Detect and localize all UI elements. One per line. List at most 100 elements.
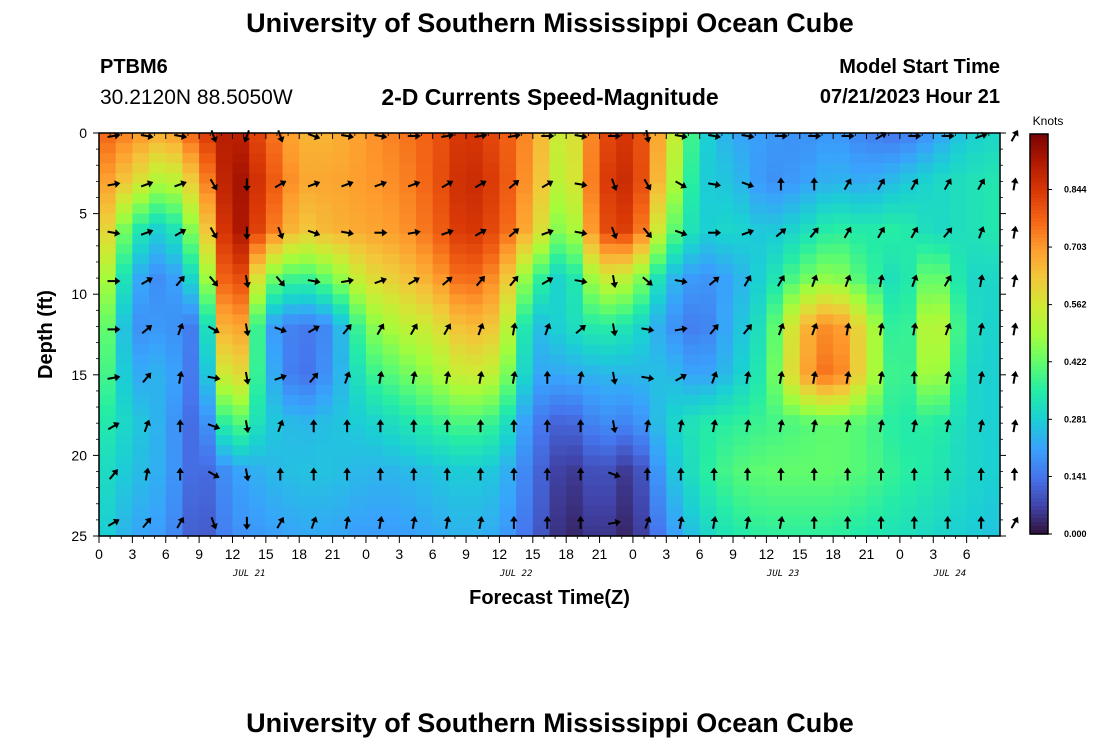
colorbar-segment (1030, 138, 1048, 143)
heat-cell (766, 163, 784, 174)
heat-cell (182, 515, 200, 527)
heat-cell (199, 354, 217, 366)
current-arrow (709, 324, 719, 335)
heat-cell (599, 485, 617, 497)
heat-cell (949, 455, 968, 467)
heat-cell (549, 334, 567, 346)
colorbar-segment (1030, 518, 1048, 523)
heat-cell (165, 465, 184, 477)
heat-cell (816, 314, 834, 326)
colorbar-segment (1030, 414, 1048, 419)
heat-cell (249, 515, 267, 527)
colorbar-segment (1030, 526, 1048, 531)
colorbar-segment (1030, 338, 1048, 343)
heat-cell (783, 143, 801, 154)
current-arrow (209, 178, 218, 191)
heat-cell (949, 505, 968, 517)
colorbar-segment (1030, 418, 1048, 423)
colorbar-segment (1030, 478, 1048, 483)
heat-cell (649, 475, 667, 487)
heat-cell (265, 294, 284, 305)
heat-cell (766, 425, 784, 436)
heat-cell (749, 515, 768, 527)
current-arrow (777, 177, 785, 191)
heat-cell (215, 274, 234, 285)
heat-cell (799, 173, 818, 184)
heat-cell (199, 243, 217, 255)
heat-cell (282, 253, 300, 265)
heat-cell (816, 364, 834, 376)
colorbar-segment (1030, 382, 1048, 387)
current-arrow (677, 467, 685, 481)
heat-cell (299, 374, 317, 386)
heat-cell (582, 274, 601, 285)
heat-cell (916, 294, 934, 305)
heat-cell (599, 203, 617, 215)
heat-cell (282, 505, 300, 517)
heat-cell (132, 405, 150, 416)
heat-cell (382, 525, 400, 537)
heat-cell (949, 183, 968, 195)
heat-cell (299, 193, 317, 205)
heat-cell (933, 354, 951, 366)
heat-cell (566, 495, 584, 507)
heat-cell (232, 243, 250, 255)
heat-cell (616, 334, 634, 346)
heat-cell (249, 153, 267, 164)
heat-cell (115, 193, 133, 205)
heat-cell (466, 445, 484, 456)
heat-cell (716, 294, 734, 305)
heat-cell (666, 263, 684, 275)
current-arrow (309, 372, 319, 384)
heat-cell (149, 445, 167, 456)
current-arrow (441, 228, 454, 236)
heat-cell (849, 515, 868, 527)
heat-cell (866, 314, 884, 326)
heat-cell (616, 384, 634, 396)
heat-cell (432, 173, 450, 184)
heat-cell (616, 515, 634, 527)
colorbar-segment (1030, 346, 1048, 351)
heat-cell (916, 213, 934, 225)
heat-cell (516, 133, 534, 144)
heat-cell (682, 344, 701, 356)
heat-cell (716, 475, 734, 487)
heat-cell (365, 455, 384, 467)
heat-cell (716, 344, 734, 356)
heat-cell (432, 183, 450, 195)
current-arrow (307, 180, 321, 188)
heat-cell (249, 274, 267, 285)
current-arrow (677, 516, 685, 529)
heat-cell (232, 505, 250, 517)
heat-cell (115, 344, 133, 356)
heat-cell (449, 525, 467, 537)
heat-cell (115, 203, 133, 215)
heat-cell (733, 294, 751, 305)
heat-cell (416, 525, 434, 537)
heat-cell (799, 354, 818, 366)
heat-cell (99, 425, 117, 436)
heat-cell (332, 394, 350, 406)
heat-cell (816, 163, 834, 174)
heat-cell (432, 304, 450, 315)
heat-cell (599, 143, 617, 154)
heat-cell (566, 243, 584, 255)
heat-cell (733, 193, 751, 205)
current-arrow (509, 275, 519, 287)
heat-cell (833, 485, 851, 497)
current-arrow (209, 227, 218, 239)
heat-cell (132, 445, 150, 456)
heat-cell (799, 465, 818, 477)
heat-cell (265, 253, 284, 265)
heat-cell (115, 153, 133, 164)
colorbar-segment (1030, 290, 1048, 295)
heat-cell (499, 425, 517, 436)
heat-cell (966, 525, 984, 537)
heat-cell (399, 394, 417, 406)
y-tick-label: 15 (71, 367, 87, 383)
current-arrow (977, 467, 985, 481)
heat-cell (833, 233, 851, 245)
heat-cell (249, 505, 267, 517)
x-tick-label: 6 (429, 546, 437, 562)
heat-cell (666, 153, 684, 164)
